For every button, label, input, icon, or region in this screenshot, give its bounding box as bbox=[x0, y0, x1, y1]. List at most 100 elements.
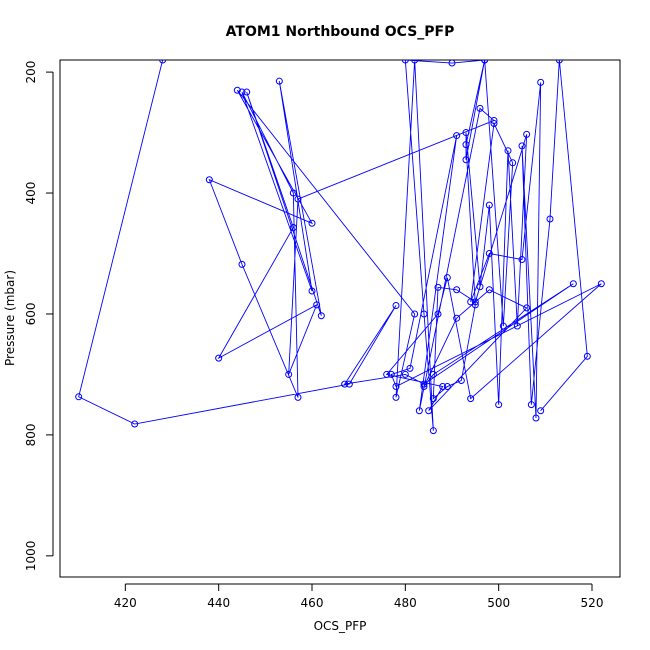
data-point bbox=[243, 88, 251, 96]
data-point bbox=[294, 393, 302, 401]
data-point bbox=[392, 393, 400, 401]
y-axis: 200 400 600 800 1000 bbox=[24, 61, 54, 572]
y-tick-label: 200 bbox=[24, 61, 38, 84]
data-point bbox=[485, 201, 493, 209]
data-point bbox=[345, 380, 353, 388]
series-line bbox=[78, 60, 602, 431]
x-axis: 420 440 460 480 500 520 bbox=[114, 583, 604, 610]
data-point bbox=[429, 427, 437, 435]
chart-title: ATOM1 Northbound OCS_PFP bbox=[226, 24, 455, 40]
x-tick-label: 500 bbox=[487, 596, 510, 610]
data-point bbox=[583, 352, 591, 360]
x-tick-label: 440 bbox=[207, 596, 230, 610]
data-point bbox=[401, 370, 409, 378]
data-point bbox=[289, 189, 297, 197]
data-point bbox=[462, 129, 470, 137]
plot-frame bbox=[59, 59, 621, 578]
data-point bbox=[275, 77, 283, 85]
data-point bbox=[523, 304, 531, 312]
data-point bbox=[429, 395, 437, 403]
data-point bbox=[415, 407, 423, 415]
data-point bbox=[569, 280, 577, 288]
data-point bbox=[238, 260, 246, 268]
data-point bbox=[75, 393, 83, 401]
data-point bbox=[308, 287, 316, 295]
data-point bbox=[285, 370, 293, 378]
y-tick-label: 600 bbox=[24, 303, 38, 326]
data-point bbox=[555, 60, 563, 64]
data-point bbox=[131, 420, 139, 428]
data-point bbox=[420, 310, 428, 318]
y-tick-label: 1000 bbox=[24, 541, 38, 572]
data-point bbox=[439, 383, 447, 391]
data-point bbox=[467, 298, 475, 306]
data-point bbox=[532, 414, 540, 422]
data-point bbox=[504, 147, 512, 155]
data-point bbox=[420, 380, 428, 388]
data-point bbox=[509, 159, 517, 167]
data-point bbox=[448, 60, 456, 67]
x-tick-label: 520 bbox=[581, 596, 604, 610]
data-point bbox=[476, 104, 484, 112]
data-point bbox=[518, 142, 526, 150]
data-point bbox=[546, 215, 554, 223]
series-layer bbox=[75, 60, 605, 435]
data-point bbox=[485, 249, 493, 257]
data-point bbox=[490, 116, 498, 124]
data-point bbox=[537, 407, 545, 415]
data-point bbox=[420, 383, 428, 391]
data-point bbox=[597, 280, 605, 288]
data-point bbox=[425, 407, 433, 415]
x-tick-label: 480 bbox=[394, 596, 417, 610]
data-point bbox=[453, 314, 461, 322]
data-point bbox=[462, 156, 470, 164]
data-point bbox=[313, 301, 321, 309]
data-point bbox=[238, 88, 246, 96]
data-point bbox=[523, 130, 531, 138]
y-tick-label: 800 bbox=[24, 423, 38, 446]
x-axis-label: OCS_PFP bbox=[314, 619, 367, 633]
data-point bbox=[513, 322, 521, 330]
data-point bbox=[406, 364, 414, 372]
data-point bbox=[476, 283, 484, 291]
data-point bbox=[159, 60, 167, 64]
data-point bbox=[495, 401, 503, 409]
data-point bbox=[308, 219, 316, 227]
data-point bbox=[401, 60, 409, 64]
data-point bbox=[205, 176, 213, 184]
data-point bbox=[215, 354, 223, 362]
data-point bbox=[499, 322, 507, 330]
data-point bbox=[383, 370, 391, 378]
data-point bbox=[467, 395, 475, 403]
data-point bbox=[471, 298, 479, 306]
data-point bbox=[294, 195, 302, 203]
x-tick-label: 420 bbox=[114, 596, 137, 610]
data-point bbox=[317, 312, 325, 320]
data-point bbox=[453, 286, 461, 294]
data-point bbox=[443, 383, 451, 391]
data-point bbox=[434, 310, 442, 318]
data-point bbox=[429, 370, 437, 378]
data-point bbox=[443, 274, 451, 282]
y-axis-label: Pressure (mbar) bbox=[3, 270, 17, 366]
data-point bbox=[462, 141, 470, 149]
data-point bbox=[518, 256, 526, 264]
data-point bbox=[490, 119, 498, 127]
data-point bbox=[411, 310, 419, 318]
data-point bbox=[457, 376, 465, 384]
data-point bbox=[392, 383, 400, 391]
data-point bbox=[453, 132, 461, 140]
data-point bbox=[387, 370, 395, 378]
data-point bbox=[411, 60, 419, 64]
data-point bbox=[289, 223, 297, 231]
data-point bbox=[233, 86, 241, 94]
data-point bbox=[527, 401, 535, 409]
data-point bbox=[341, 380, 349, 388]
data-point bbox=[392, 301, 400, 309]
x-tick-label: 460 bbox=[301, 596, 324, 610]
data-point bbox=[481, 60, 489, 64]
data-point bbox=[485, 286, 493, 294]
data-point bbox=[434, 283, 442, 291]
